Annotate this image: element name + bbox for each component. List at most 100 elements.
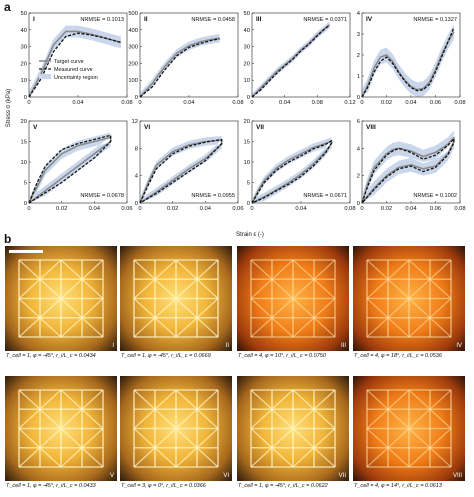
panel-iii-axes-frame bbox=[251, 12, 351, 98]
panel-vii-ytick-label: 0 bbox=[247, 201, 250, 207]
panel-v-ytick-label: 20 bbox=[21, 119, 27, 125]
panel-vi-xtick-label: 0.02 bbox=[167, 206, 178, 212]
panel-iv-ytick-label: 2 bbox=[357, 53, 360, 59]
panel-i-ytick-label: 30 bbox=[21, 45, 27, 51]
panel-i-ytick-label: 50 bbox=[21, 11, 27, 17]
panel-viii-xtick-label: 0 bbox=[360, 206, 363, 212]
panel-iii-xtick-label: 0.08 bbox=[312, 100, 323, 106]
panel-iv-xtick-label: 0 bbox=[360, 100, 363, 106]
panel-iii-ytick-label: 40 bbox=[244, 28, 250, 34]
lattice-struts bbox=[250, 389, 336, 468]
panel-vii-target-curve bbox=[251, 140, 333, 204]
panel-vi-ytick-label: 4 bbox=[135, 174, 139, 180]
lattice-struts bbox=[18, 259, 104, 338]
panel-iv-measured-curve bbox=[361, 27, 455, 98]
panel-i-xtick-label: 0 bbox=[27, 100, 30, 106]
panel-iii-measured-curve bbox=[251, 25, 330, 98]
panel-ii-target-curve bbox=[139, 37, 220, 98]
panel-ii-ytick-label: 300 bbox=[128, 45, 138, 51]
photo-roman-label: III bbox=[340, 343, 346, 349]
panel-i-uncertainty-band bbox=[29, 25, 121, 98]
panel-vi-ytick-label: 8 bbox=[135, 146, 138, 152]
panel-v-roman-label: V bbox=[33, 124, 38, 131]
legend-uncertainty-swatch bbox=[39, 74, 51, 79]
panel-viii-nrmse-label: NRMSE = 0.1002 bbox=[413, 193, 457, 199]
lattice-photo-iv: IV bbox=[353, 246, 465, 351]
panel-ii-nrmse-label: NRMSE = 0.0458 bbox=[191, 17, 235, 23]
panel-vi-xtick-label: 0.04 bbox=[200, 206, 212, 212]
panel-ii-xtick-label: 0.04 bbox=[183, 100, 195, 106]
panel-vi-roman-label: VI bbox=[144, 124, 150, 131]
panel-viii-ytick-label: 6 bbox=[357, 119, 360, 125]
panel-v-ytick-label: 10 bbox=[21, 160, 27, 166]
panel-viii-target-curve bbox=[361, 136, 455, 204]
panel-i-roman-label: I bbox=[33, 16, 35, 23]
photo-roman-label: V bbox=[109, 473, 114, 479]
panel-v-measured-curve bbox=[28, 134, 112, 204]
panel-v-nrmse-label: NRMSE = 0.0678 bbox=[80, 193, 124, 199]
panel-i-nrmse-label: NRMSE = 0.1013 bbox=[80, 17, 124, 23]
panel-viii-xtick-label: 0.06 bbox=[430, 206, 441, 212]
panel-v-xtick-label: 0.02 bbox=[56, 206, 67, 212]
scale-bar bbox=[9, 250, 43, 253]
panel-viii-uncertainty-band bbox=[362, 130, 454, 203]
panel-iv-nrmse-label: NRMSE = 0.1327 bbox=[413, 17, 457, 23]
panel-v-xtick-label: 0.06 bbox=[121, 206, 132, 212]
panel-vi-uncertainty-band bbox=[140, 136, 222, 203]
panel-v-xtick-label: 0 bbox=[27, 206, 30, 212]
panel-vi-axes-frame bbox=[139, 120, 239, 204]
panel-ii-ytick-label: 100 bbox=[128, 78, 138, 84]
panel-i-ytick-label: 40 bbox=[21, 28, 27, 34]
lattice-photo-i: I bbox=[5, 246, 117, 351]
photo-caption: T_cell = 1, φ = -45°, r_i/L_c = 0.0434 bbox=[6, 353, 96, 359]
panel-ii-ytick-label: 0 bbox=[135, 95, 138, 101]
legend-target-label: Target curve bbox=[54, 59, 84, 65]
panel-iv-ytick-label: 1 bbox=[357, 74, 360, 80]
lattice-struts bbox=[366, 259, 452, 338]
lattice-struts bbox=[133, 389, 219, 468]
panel-iii-ytick-label: 30 bbox=[244, 45, 250, 51]
panel-vii-ytick-label: 5 bbox=[247, 181, 250, 187]
panel-i-ytick-label: 0 bbox=[24, 95, 27, 101]
panel-v-ytick-label: 15 bbox=[21, 140, 27, 146]
panel-vi-ytick-label: 12 bbox=[132, 119, 138, 125]
photo-caption: T_cell = 1, φ = -45°, r_i/L_c = 0.0622 bbox=[238, 483, 328, 489]
panel-ii-ytick-label: 500 bbox=[128, 11, 138, 17]
panel-v-xtick-label: 0.04 bbox=[89, 206, 101, 212]
panel-vi-ytick-label: 0 bbox=[135, 201, 138, 207]
panel-viii-ytick-label: 0 bbox=[357, 201, 360, 207]
panel-ii-ytick-label: 400 bbox=[128, 28, 138, 34]
panel-iii-nrmse-label: NRMSE = 0.0371 bbox=[303, 17, 347, 23]
panel-vii-axes-frame bbox=[251, 120, 351, 204]
panel-vii-xtick-label: 0.04 bbox=[295, 206, 307, 212]
panel-iv-xtick-label: 0.02 bbox=[381, 100, 392, 106]
panel-vii-xtick-label: 0 bbox=[250, 206, 253, 212]
panel-b-label: b bbox=[4, 232, 12, 246]
panel-vii-xtick-label: 0.08 bbox=[344, 206, 355, 212]
panel-iii-ytick-label: 20 bbox=[244, 61, 250, 67]
panel-iii-ytick-label: 10 bbox=[244, 78, 250, 84]
panel-iv-xtick-label: 0.08 bbox=[454, 100, 465, 106]
lattice-photo-iii: III bbox=[237, 246, 349, 351]
panel-viii-xtick-label: 0.02 bbox=[381, 206, 392, 212]
panel-ii-measured-curve bbox=[139, 38, 220, 98]
photo-roman-label: VIII bbox=[452, 473, 462, 479]
lattice-struts bbox=[18, 389, 104, 468]
panel-viii-ytick-label: 2 bbox=[357, 174, 360, 180]
photo-caption: T_cell = 3, φ = 0°, r_i/L_c = 0.0366 bbox=[121, 483, 206, 489]
panel-iii-xtick-label: 0.12 bbox=[344, 100, 355, 106]
panel-vii-ytick-label: 20 bbox=[244, 119, 250, 125]
panel-vi-measured-curve bbox=[139, 138, 223, 204]
photo-roman-label: VI bbox=[223, 473, 229, 479]
panel-v-uncertainty-band bbox=[29, 132, 111, 203]
panel-a-label: a bbox=[4, 0, 11, 14]
panel-vi-xtick-label: 0.06 bbox=[232, 206, 243, 212]
panel-viii-roman-label: VIII bbox=[366, 124, 376, 131]
panel-ii-xtick-label: 0.08 bbox=[232, 100, 243, 106]
panel-iv-ytick-label: 4 bbox=[357, 11, 361, 17]
panel-ii-roman-label: II bbox=[144, 16, 148, 23]
panel-viii-measured-curve bbox=[361, 138, 455, 204]
panel-vii-nrmse-label: NRMSE = 0.0671 bbox=[303, 193, 347, 199]
photo-roman-label: II bbox=[225, 343, 229, 349]
